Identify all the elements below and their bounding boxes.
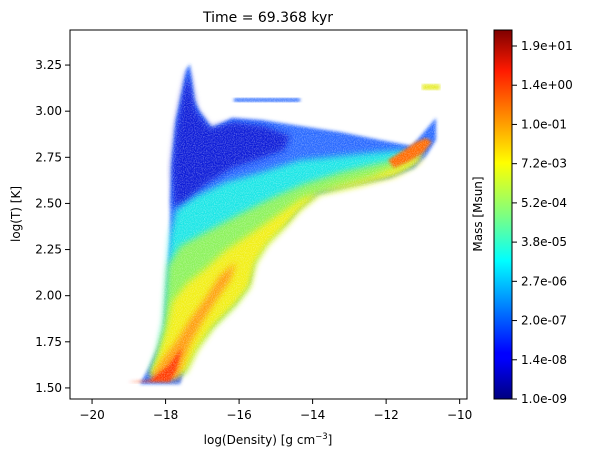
x-tick-label: −20 xyxy=(79,408,104,422)
colorbar: 1.0e-09 1.4e-08 2.0e-07 2.7e-06 3.8e-05 5.2e-… xyxy=(471,29,573,406)
plot-area xyxy=(120,60,450,390)
y-tick-label: 2.00 xyxy=(35,289,62,303)
y-tick-label: 3.00 xyxy=(35,104,62,118)
y-tick-label: 3.25 xyxy=(35,58,62,72)
colorbar-tick-label: 2.7e-06 xyxy=(521,274,567,288)
colorbar-tick-label: 1.9e+01 xyxy=(521,39,573,53)
x-axis-label: log(Density) [g cm−3] xyxy=(204,432,333,447)
y-tick-label: 2.50 xyxy=(35,196,62,210)
colorbar-tick-label: 7.2e-03 xyxy=(521,157,567,171)
y-tick-label: 1.75 xyxy=(35,335,62,349)
x-tick-label: −16 xyxy=(226,408,251,422)
x-tick-label: −12 xyxy=(373,408,398,422)
field-grain xyxy=(120,60,450,390)
plot-frame xyxy=(69,29,468,400)
x-axis: −20 −18 −16 −14 −12 −10 xyxy=(79,399,472,422)
colorbar-tick-label: 1.4e+00 xyxy=(521,78,573,92)
colorbar-ticks: 1.0e-09 1.4e-08 2.0e-07 2.7e-06 3.8e-05 5.2e-… xyxy=(512,39,573,406)
y-axis: 1.50 1.75 2.00 2.25 2.50 2.75 3.00 3.25 xyxy=(35,58,70,395)
y-tick-label: 2.75 xyxy=(35,150,62,164)
colorbar-tick-label: 5.2e-04 xyxy=(521,196,567,210)
colorbar-gradient xyxy=(494,30,512,399)
colorbar-tick-label: 1.0e-01 xyxy=(521,117,567,131)
x-tick-label: −14 xyxy=(300,408,325,422)
colorbar-frame xyxy=(493,29,513,400)
y-tick-label: 1.50 xyxy=(35,381,62,395)
y-tick-label: 2.25 xyxy=(35,243,62,257)
colorbar-tick-label: 2.0e-07 xyxy=(521,314,567,328)
y-axis-label: log(T) [K] xyxy=(9,186,23,242)
x-tick-label: −18 xyxy=(153,408,178,422)
colorbar-label: Mass [Msun] xyxy=(471,176,485,251)
x-tick-label: −10 xyxy=(447,408,472,422)
chart-title: Time = 69.368 kyr xyxy=(202,10,333,26)
colorbar-tick-label: 1.0e-09 xyxy=(521,392,567,406)
colorbar-tick-label: 1.4e-08 xyxy=(521,353,567,367)
colorbar-tick-label: 3.8e-05 xyxy=(521,235,567,249)
